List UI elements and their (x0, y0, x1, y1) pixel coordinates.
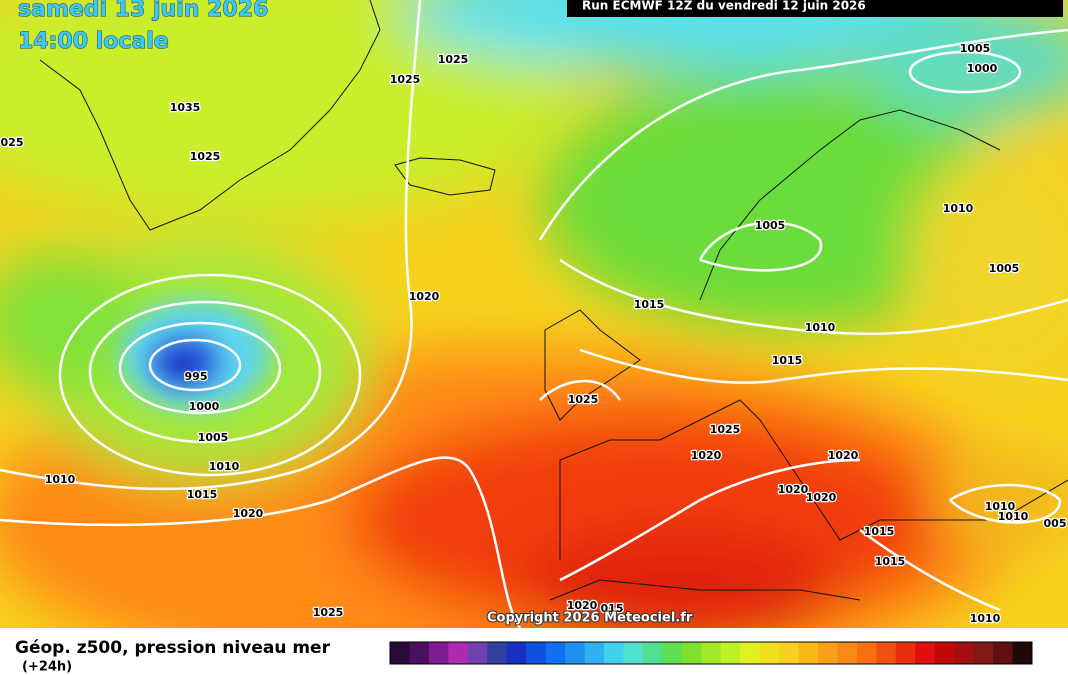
scale-swatch (915, 642, 936, 664)
scale-swatch (681, 642, 702, 664)
isobar-label: 1015 (864, 525, 895, 538)
isobar-label: 1015 (772, 354, 803, 367)
forecast-time: 14:00 locale (18, 29, 169, 54)
color-scale (389, 641, 1033, 665)
scale-swatch (526, 642, 547, 664)
scale-swatch (798, 642, 819, 664)
isobar-label: 005 (1044, 517, 1067, 530)
isobar-label: 1010 (985, 500, 1016, 513)
isobar-label: 1015 (634, 298, 665, 311)
scale-swatch (876, 642, 897, 664)
isobar-label: 025 (1, 136, 24, 149)
scale-swatch (993, 642, 1014, 664)
coast-scandinavia (699, 109, 1001, 301)
isobar-label: 1010 (45, 473, 76, 486)
scale-swatch (759, 642, 780, 664)
run-banner (567, 0, 1063, 17)
scale-swatch (565, 642, 586, 664)
isobar-label: 015 (601, 602, 624, 615)
copyright: Copyright 2026 Meteociel.fr (487, 611, 693, 626)
scale-swatch (545, 642, 566, 664)
isobar-label: 1005 (755, 219, 786, 232)
isobar-label: 1025 (390, 73, 421, 86)
isobar-labels: 1035102502510251025102099510001005101010… (0, 41, 1068, 627)
isobar-label: 1005 (198, 431, 229, 444)
scale-swatch (428, 642, 449, 664)
scale-swatch (506, 642, 527, 664)
isobar-label: 1020 (778, 483, 809, 496)
scale-border (389, 641, 1033, 665)
scale-swatch (837, 642, 858, 664)
scale-swatch (895, 642, 916, 664)
scale-swatch (409, 642, 430, 664)
isobar-label: 1020 (567, 599, 598, 612)
low-pressure-core (120, 300, 270, 410)
isobar-label: 1005 (960, 42, 991, 55)
coast-europe (559, 399, 1068, 560)
scale-swatch (701, 642, 722, 664)
scale-swatch (720, 642, 741, 664)
scale-swatch (604, 642, 624, 664)
scale-swatch (448, 642, 469, 664)
coast-africa (549, 579, 861, 601)
scale-swatch (856, 642, 877, 664)
run-info: Run ECMWF 12Z du vendredi 12 juin 2026 (582, 0, 866, 13)
isobar-label: 1010 (943, 202, 974, 215)
isobar-label: 1020 (233, 507, 264, 520)
isobar-label: 1025 (438, 53, 469, 66)
forecast-date: samedi 13 juin 2026 (18, 0, 268, 22)
isobar-label: 995 (185, 370, 208, 383)
isobar-label: 1015 (875, 555, 906, 568)
isobar-label: 1010 (998, 510, 1029, 523)
isobar-label: 1020 (806, 491, 837, 504)
scale-swatch (642, 642, 663, 664)
scale-swatch (740, 642, 761, 664)
footer-subtitle: (+24h) (22, 660, 72, 675)
isobar-label: 1025 (313, 606, 344, 619)
isobar-label: 1000 (189, 400, 220, 413)
scale-swatch (1012, 642, 1033, 664)
scale-swatch (662, 642, 683, 664)
isobar-label: 1010 (805, 321, 836, 334)
isobar-label: 1020 (828, 449, 859, 462)
isobar-label: 1010 (209, 460, 240, 473)
scale-swatch (934, 642, 955, 664)
coast-british-isles (544, 309, 641, 421)
isobar-label: 1025 (568, 393, 599, 406)
scale-swatch (954, 642, 975, 664)
scale-swatch (390, 642, 410, 664)
coast-greenland (39, 0, 381, 231)
isobar-label: 1005 (989, 262, 1020, 275)
isobar-label: 1020 (409, 290, 440, 303)
isobar-label: 1000 (967, 62, 998, 75)
isobar-label: 1015 (187, 488, 218, 501)
scale-swatch (818, 642, 838, 664)
scale-swatch (467, 642, 488, 664)
coast-iceland (394, 157, 496, 196)
footer-title: Géop. z500, pression niveau mer (15, 638, 331, 658)
isobars (0, 0, 1068, 628)
scale-swatch (487, 642, 508, 664)
isobar-label: 1035 (170, 101, 201, 114)
coastlines (39, 0, 1068, 601)
isobar-label: 1025 (190, 150, 221, 163)
scale-swatch (779, 642, 800, 664)
isobar-label: 1020 (691, 449, 722, 462)
scale-swatch (584, 642, 605, 664)
scale-swatch (623, 642, 644, 664)
isobar-label: 1025 (710, 423, 741, 436)
scale-swatch (973, 642, 994, 664)
isobar-label: 1010 (970, 612, 1001, 625)
